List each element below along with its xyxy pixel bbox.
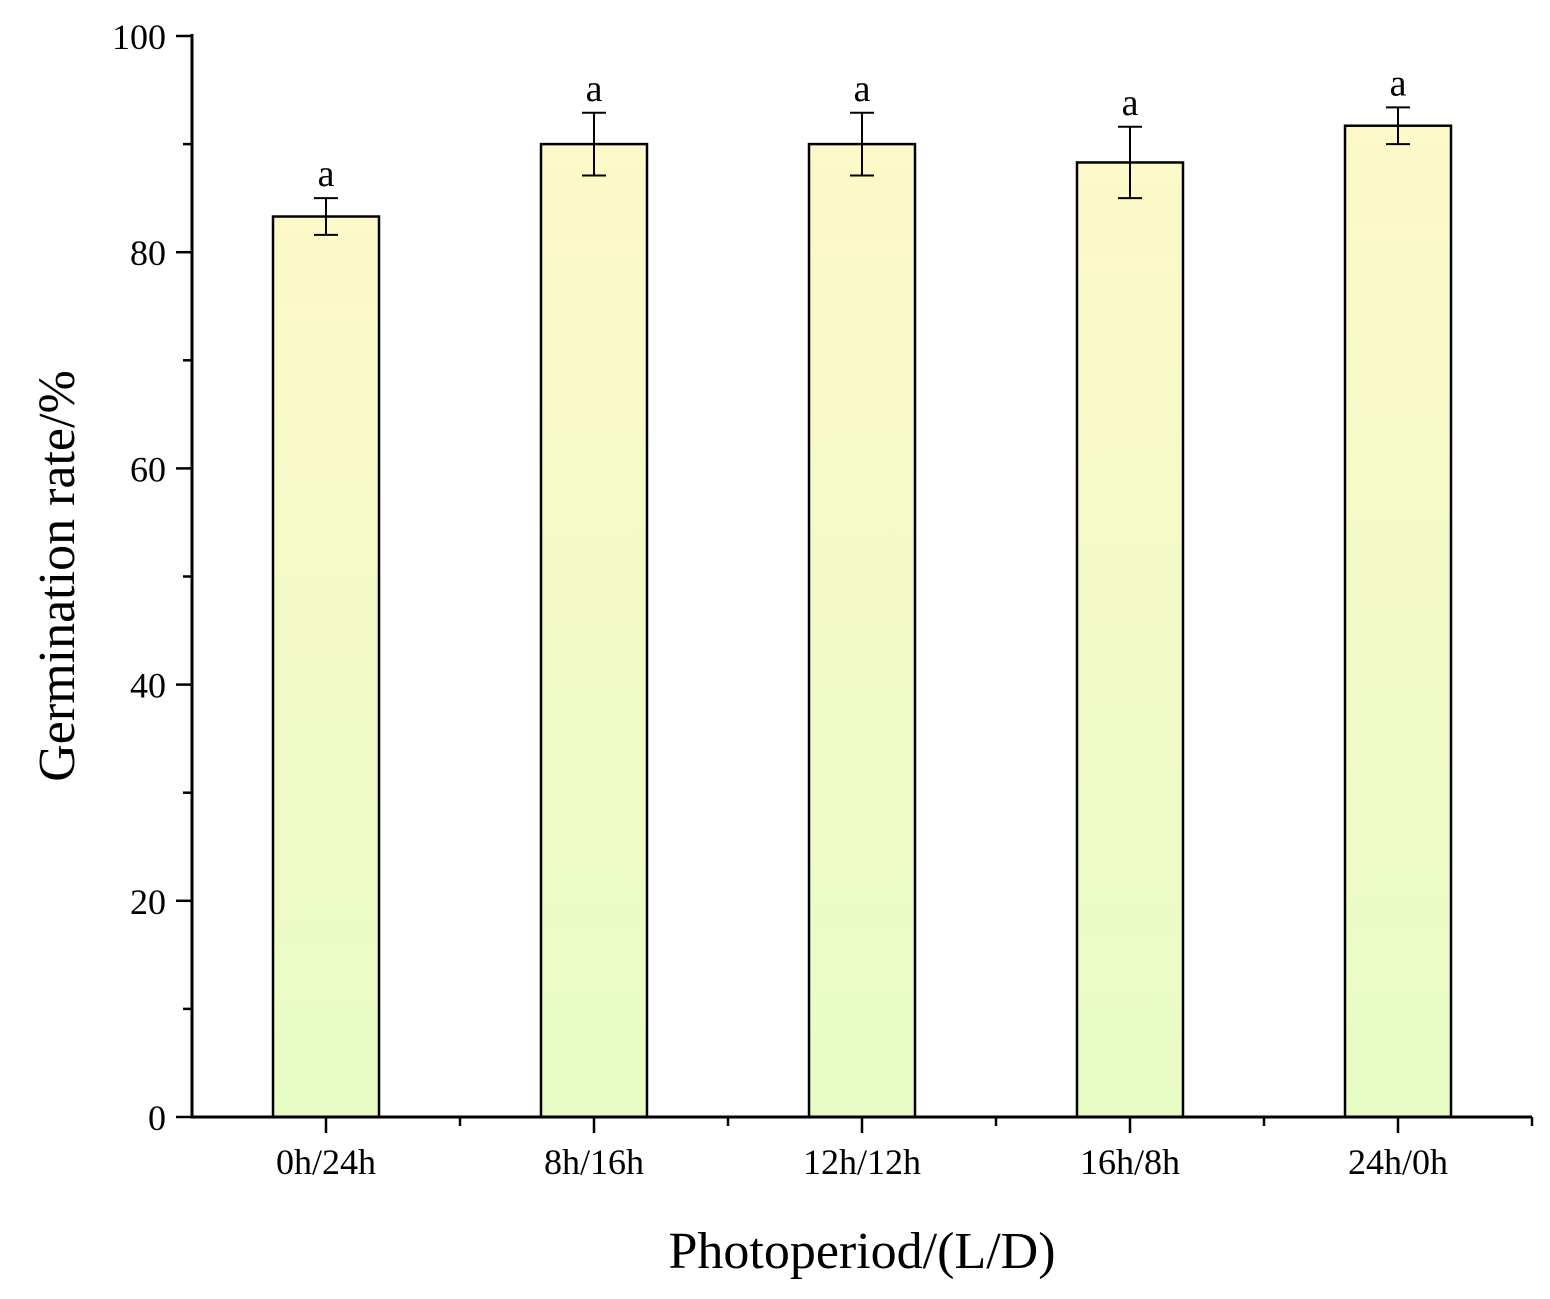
error-bars-group bbox=[314, 106, 1410, 236]
significance-label: a bbox=[586, 68, 603, 110]
x-tick-label: 0h/24h bbox=[276, 1142, 376, 1182]
significance-label: a bbox=[1122, 82, 1139, 124]
x-tick-label: 24h/0h bbox=[1348, 1142, 1448, 1182]
x-tick-label: 8h/16h bbox=[544, 1142, 644, 1182]
x-tick-labels-group: 0h/24h 8h/16h 12h/12h 16h/8h 24h/0h bbox=[276, 1142, 1448, 1182]
bar-0 bbox=[271, 215, 381, 1119]
bar-2 bbox=[807, 142, 917, 1119]
significance-label: a bbox=[318, 153, 335, 195]
y-tick-label: 80 bbox=[130, 233, 166, 273]
y-tick-label: 0 bbox=[148, 1098, 166, 1138]
bar-1 bbox=[539, 142, 649, 1119]
error-bar-3 bbox=[1118, 125, 1142, 200]
error-bar-1 bbox=[582, 111, 606, 177]
y-tick-label: 40 bbox=[130, 666, 166, 706]
x-tick-label: 12h/12h bbox=[803, 1142, 921, 1182]
bar-3 bbox=[1075, 161, 1185, 1119]
y-tick-label: 20 bbox=[130, 882, 166, 922]
x-tick-label: 16h/8h bbox=[1080, 1142, 1180, 1182]
bar-4 bbox=[1343, 124, 1453, 1119]
significance-label: a bbox=[1390, 62, 1407, 104]
y-tick-label: 60 bbox=[130, 449, 166, 489]
y-tick-labels-group: 0 20 40 60 80 100 bbox=[112, 17, 166, 1138]
y-axis-title: Germination rate/% bbox=[29, 370, 86, 782]
axes-group bbox=[176, 34, 1534, 1133]
error-bar-4 bbox=[1386, 106, 1410, 146]
bars-group bbox=[271, 124, 1453, 1119]
y-tick-label: 100 bbox=[112, 17, 166, 57]
significance-labels-group: a a a a a bbox=[318, 62, 1407, 195]
significance-label: a bbox=[854, 68, 871, 110]
error-bar-2 bbox=[850, 111, 874, 177]
error-bar-0 bbox=[314, 197, 338, 236]
x-axis-title: Photoperiod/(L/D) bbox=[668, 1223, 1055, 1280]
